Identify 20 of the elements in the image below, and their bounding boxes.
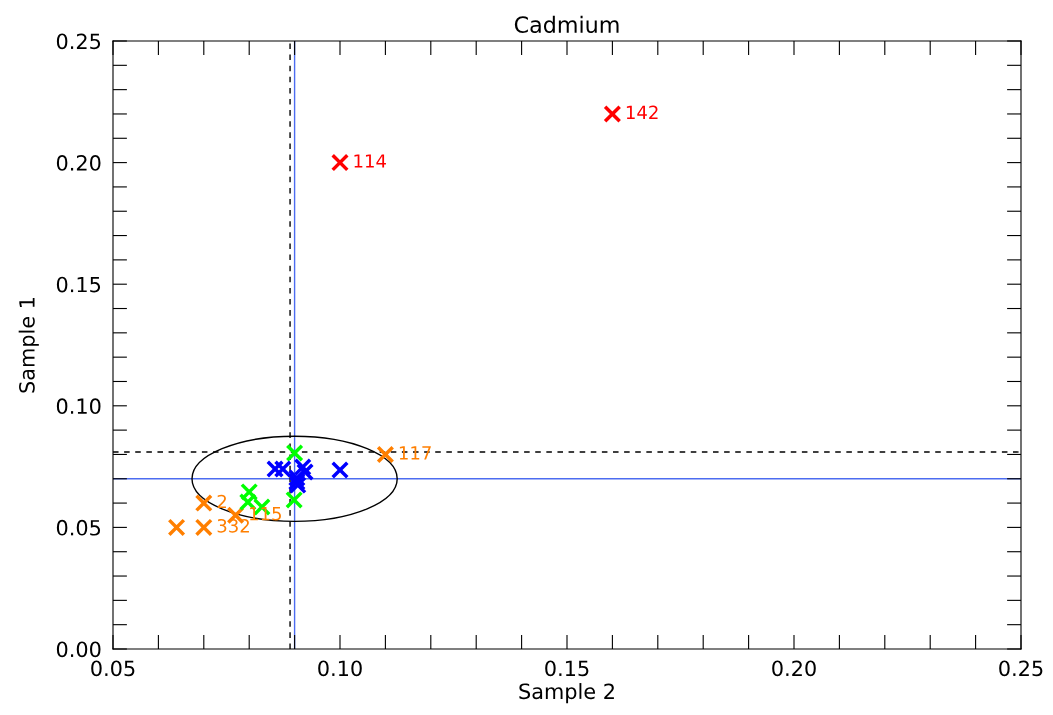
- x-tick-label: 0.25: [999, 660, 1043, 677]
- x-tick-label: 0.05: [91, 660, 135, 677]
- y-tick-label: 0.25: [56, 33, 101, 50]
- y-tick-label: 0.10: [56, 398, 101, 415]
- annotation: 114: [354, 154, 386, 168]
- annotation: 117: [399, 446, 431, 460]
- x-axis-title: Sample 2: [519, 683, 614, 704]
- x-tick-label: 0.15: [545, 660, 589, 677]
- x-tick-label: 0.20: [772, 660, 816, 677]
- y-tick-label: 0.05: [56, 519, 101, 536]
- chart-title: Cadmium: [514, 15, 619, 33]
- annotation: 332: [217, 518, 249, 533]
- x-tick-label: 0.10: [318, 660, 362, 677]
- annotation: 115: [250, 507, 281, 521]
- y-tick-label: 0.00: [56, 641, 101, 658]
- y-tick-label: 0.20: [56, 155, 101, 171]
- y-tick-label: 0.15: [56, 276, 101, 293]
- y-axis-title: Sample 1: [18, 297, 39, 393]
- annotation: 2: [217, 494, 226, 509]
- annotation: 142: [626, 105, 658, 119]
